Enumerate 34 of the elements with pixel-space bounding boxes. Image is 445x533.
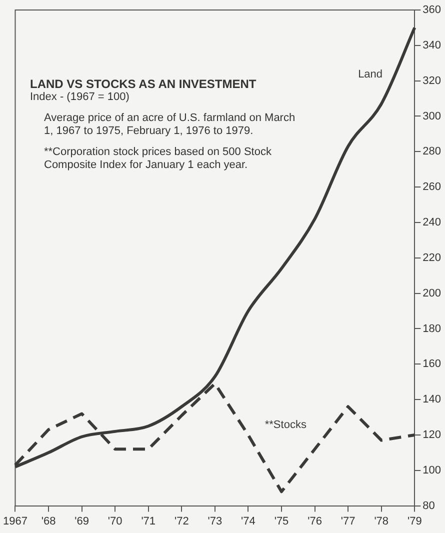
x-tick-label: '73	[208, 515, 222, 528]
y-tick-label: 140	[422, 394, 442, 406]
y-tick-label: 100	[422, 464, 442, 476]
x-tick-label: '68	[41, 515, 56, 528]
x-tick-label: '78	[374, 515, 389, 528]
y-tick-label: 360	[422, 4, 442, 16]
y-tick-label: 180	[422, 322, 442, 335]
text: Index - (1967 = 100)	[30, 91, 130, 104]
y-tick-label: 340	[422, 39, 442, 52]
y-tick-label: 280	[422, 146, 442, 158]
annotation: Average price of an acre of U.S. farmland on March 1, 1967 to 1975, February 1, 1976 to 1979.	[43, 112, 296, 138]
y-tick-label: 160	[422, 358, 442, 370]
y-tick-label: 240	[422, 216, 442, 229]
annotation: **Corporation stock prices based on 500 Stock Composite Index for January 1 each year.	[43, 146, 272, 172]
series-label: **Stocks	[264, 419, 307, 432]
x-tick-label: '72	[174, 515, 189, 528]
x-tick-label: '76	[308, 515, 322, 528]
x-tick-label: '75	[274, 515, 289, 528]
y-tick-label: 260	[422, 181, 442, 194]
y-tick-label: 300	[422, 110, 442, 122]
y-tick-label: 220	[422, 252, 442, 264]
text: LAND VS STOCKS AS AN INVESTMENT	[30, 77, 258, 91]
y-tick-label: 200	[422, 287, 442, 300]
x-tick-label: '77	[340, 515, 356, 528]
x-tick-label: '70	[108, 515, 122, 528]
series-label: Land	[358, 68, 383, 80]
y-tick-label: 120	[422, 429, 442, 442]
x-tick-label: '74	[241, 515, 256, 528]
y-tick-label: 320	[422, 74, 442, 87]
x-tick-label: '71	[141, 515, 156, 528]
x-tick-label: 1967	[2, 515, 28, 528]
x-tick-label: '79	[407, 515, 422, 528]
y-tick-label: 80	[422, 500, 435, 512]
x-tick-label: '69	[74, 515, 89, 528]
